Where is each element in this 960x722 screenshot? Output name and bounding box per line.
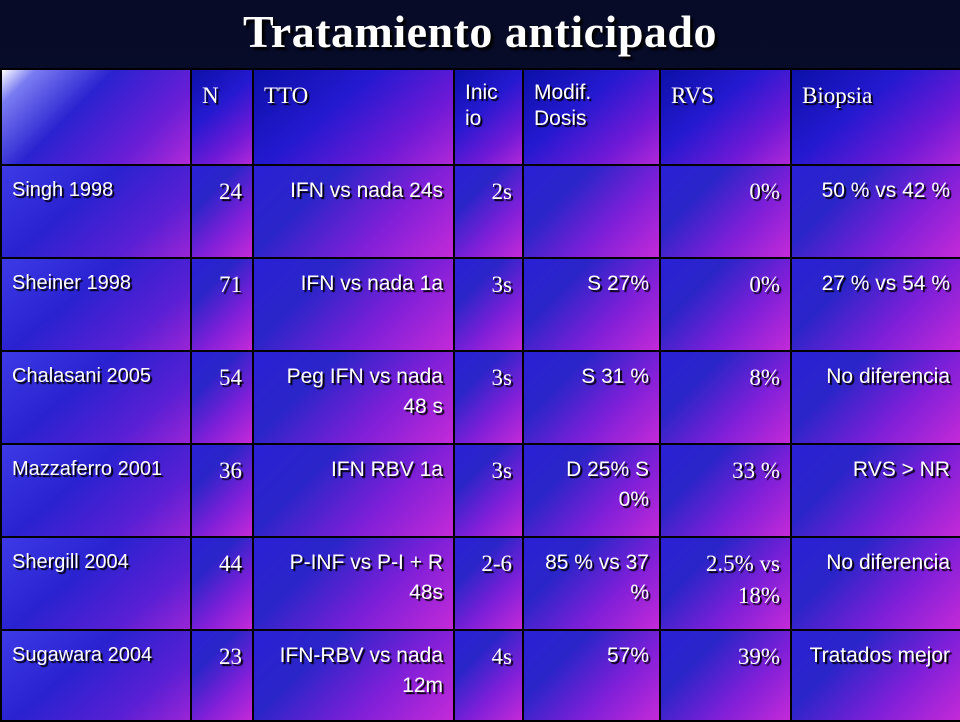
- modif-cell: 57%: [522, 629, 661, 722]
- header-tto: TTO: [252, 68, 455, 166]
- table-row: Chalasani 2005 54 Peg IFN vs nada 48 s 3…: [0, 350, 960, 445]
- table-row: Sheiner 1998 71 IFN vs nada 1a 3s S 27% …: [0, 257, 960, 352]
- tto-cell: P-INF vs P-I + R 48s: [252, 536, 455, 631]
- inicio-cell: 2-6: [453, 536, 524, 631]
- study-cell: Mazzaferro 2001: [0, 443, 192, 538]
- n-cell: 24: [190, 164, 254, 259]
- header-biopsia: Biopsia: [790, 68, 960, 166]
- rvs-cell: 8%: [659, 350, 792, 445]
- table-row: Sugawara 2004 23 IFN-RBV vs nada 12m 4s …: [0, 629, 960, 722]
- header-n: N: [190, 68, 254, 166]
- header-corner-cell: [0, 68, 192, 166]
- rvs-cell: 39%: [659, 629, 792, 722]
- header-modif-line1: Modif.: [534, 81, 592, 104]
- slide-title: Tratamiento anticipado: [243, 6, 717, 57]
- inicio-cell: 4s: [453, 629, 524, 722]
- tto-cell: IFN-RBV vs nada 12m: [252, 629, 455, 722]
- study-cell: Shergill 2004: [0, 536, 192, 631]
- n-cell: 71: [190, 257, 254, 352]
- biopsia-cell: RVS > NR: [790, 443, 960, 538]
- header-inicio-line2: io: [465, 107, 482, 130]
- inicio-cell: 3s: [453, 350, 524, 445]
- biopsia-cell: Tratados mejor: [790, 629, 960, 722]
- biopsia-cell: 27 % vs 54 %: [790, 257, 960, 352]
- n-cell: 54: [190, 350, 254, 445]
- header-modif-dosis: Modif. Dosis: [522, 68, 661, 166]
- inicio-cell: 3s: [453, 257, 524, 352]
- header-rvs: RVS: [659, 68, 792, 166]
- header-inicio: Inic io: [453, 68, 524, 166]
- biopsia-cell: No diferencia: [790, 350, 960, 445]
- inicio-cell: 3s: [453, 443, 524, 538]
- modif-cell: S 31 %: [522, 350, 661, 445]
- modif-cell: 85 % vs 37 %: [522, 536, 661, 631]
- study-cell: Chalasani 2005: [0, 350, 192, 445]
- biopsia-cell: No diferencia: [790, 536, 960, 631]
- study-cell: Sheiner 1998: [0, 257, 192, 352]
- results-table: N TTO Inic io Modif. Dosis RVS Biopsia Sin…: [0, 68, 960, 722]
- rvs-cell: 0%: [659, 257, 792, 352]
- n-cell: 44: [190, 536, 254, 631]
- header-inicio-line1: Inic: [465, 81, 498, 104]
- study-cell: Sugawara 2004: [0, 629, 192, 722]
- table-row: Shergill 2004 44 P-INF vs P-I + R 48s 2-…: [0, 536, 960, 631]
- rvs-cell: 33 %: [659, 443, 792, 538]
- tto-cell: IFN RBV 1a: [252, 443, 455, 538]
- header-modif-line2: Dosis: [534, 107, 587, 130]
- n-cell: 23: [190, 629, 254, 722]
- table-header-row: N TTO Inic io Modif. Dosis RVS Biopsia: [0, 68, 960, 166]
- tto-cell: IFN vs nada 24s: [252, 164, 455, 259]
- tto-cell: IFN vs nada 1a: [252, 257, 455, 352]
- modif-cell: S 27%: [522, 257, 661, 352]
- biopsia-cell: 50 % vs 42 %: [790, 164, 960, 259]
- table-row: Singh 1998 24 IFN vs nada 24s 2s 0% 50 %…: [0, 164, 960, 259]
- modif-cell: D 25% S 0%: [522, 443, 661, 538]
- rvs-cell: 2.5% vs 18%: [659, 536, 792, 631]
- modif-cell: [522, 164, 661, 259]
- inicio-cell: 2s: [453, 164, 524, 259]
- tto-cell: Peg IFN vs nada 48 s: [252, 350, 455, 445]
- n-cell: 36: [190, 443, 254, 538]
- rvs-cell: 0%: [659, 164, 792, 259]
- table-row: Mazzaferro 2001 36 IFN RBV 1a 3s D 25% S…: [0, 443, 960, 538]
- study-cell: Singh 1998: [0, 164, 192, 259]
